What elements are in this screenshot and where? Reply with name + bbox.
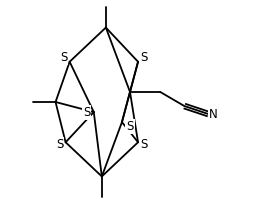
Text: S: S	[140, 138, 148, 151]
Text: S: S	[60, 51, 67, 64]
Text: S: S	[83, 105, 90, 119]
Text: N: N	[209, 108, 218, 121]
Text: S: S	[56, 138, 63, 151]
Text: S: S	[140, 51, 148, 64]
Text: S: S	[126, 120, 134, 133]
